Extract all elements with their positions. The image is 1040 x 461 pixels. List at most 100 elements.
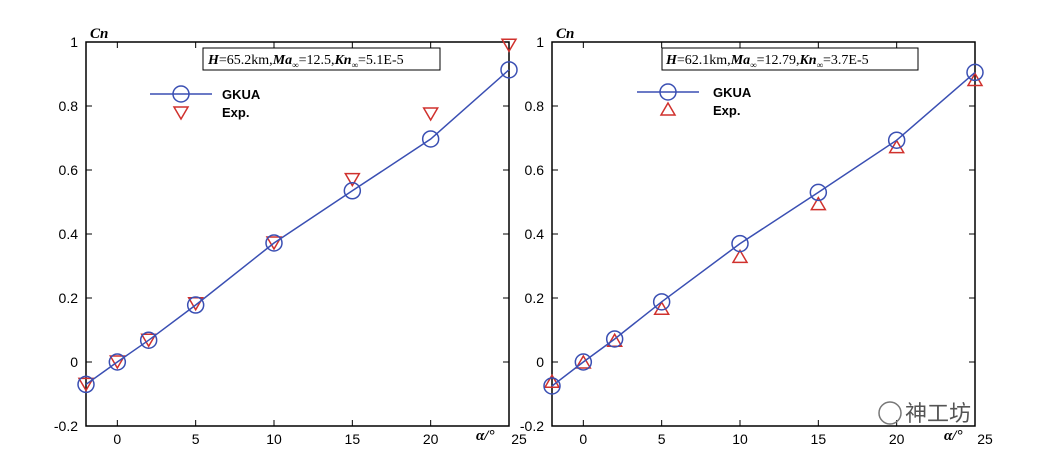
y-axis-right: -0.2 0 0.2 0.4 0.6 0.8 1 (520, 34, 975, 434)
legend-exp-label-right: Exp. (713, 103, 740, 118)
x-axis-title-right: α/° (944, 428, 962, 444)
x-tick-label: 25 (511, 431, 527, 447)
gkua-point (574, 353, 593, 371)
x-tick-label: 0 (579, 431, 587, 447)
y-tick-label: -0.2 (54, 418, 78, 434)
plot-frame-right (551, 41, 976, 427)
x-axis-right: 0 5 10 15 20 25 (579, 42, 993, 447)
annot-kn-label-right: Kn (798, 53, 816, 68)
x-axis-title-left: α/° (476, 428, 494, 444)
y-tick-label: 1 (70, 34, 78, 50)
gkua-point (809, 183, 828, 202)
exp-point (265, 236, 283, 251)
gkua-line (551, 71, 976, 387)
annot-h-label-left: H (207, 53, 220, 68)
y-tick-label: 1 (536, 34, 544, 50)
y-axis-title-left: Cn (90, 26, 108, 42)
legend-gkua-marker-right (659, 83, 677, 101)
legend-gkua-marker-left (172, 85, 190, 103)
y-tick-label: 0.8 (59, 98, 79, 114)
x-tick-label: 20 (889, 431, 905, 447)
plot-frame-left (85, 41, 510, 427)
annot-ma-sub-left: ∞ (292, 60, 298, 70)
annot-ma-label-left: Ma (272, 53, 292, 68)
gkua-point (605, 330, 624, 348)
legend-exp-marker-left (172, 106, 190, 121)
y-axis-left: -0.2 0 0.2 0.4 0.6 0.8 1 (54, 34, 509, 434)
x-axis-left: 0 5 10 15 20 25 (113, 42, 527, 447)
x-tick-label: 25 (977, 431, 993, 447)
gkua-point (731, 234, 749, 253)
y-tick-label: 0 (70, 354, 78, 370)
annot-h-value-left: =65.2km, (219, 53, 273, 68)
x-tick-label: 5 (192, 431, 200, 447)
chart-left: -0.2 0 0.2 0.4 0.6 0.8 1 0 5 10 15 20 25 Cn α/° H=6… (54, 26, 527, 447)
annot-ma-value-right: =12.79, (757, 53, 800, 68)
y-tick-label: 0.2 (525, 290, 545, 306)
chart-right: -0.2 0 0.2 0.4 0.6 0.8 1 0 5 10 15 20 25 Cn α/° H=6… (520, 26, 993, 447)
x-tick-label: 0 (113, 431, 121, 447)
y-tick-label: -0.2 (520, 418, 544, 434)
annotation-box-left (202, 47, 441, 71)
watermark: 神工坊 (878, 401, 971, 427)
exp-point (77, 377, 95, 392)
y-axis-title-right: Cn (556, 26, 574, 42)
series-group-right (543, 63, 984, 395)
gkua-point (108, 353, 127, 371)
y-tick-label: 0.4 (525, 226, 545, 242)
x-tick-label: 15 (345, 431, 361, 447)
legend-gkua-label-right: GKUA (713, 85, 752, 100)
exp-point (344, 172, 361, 188)
x-tick-label: 15 (811, 431, 827, 447)
gkua-point (966, 63, 984, 82)
annot-kn-label-left: Kn (333, 53, 351, 68)
exp-point (575, 354, 592, 369)
x-tick-label: 10 (266, 431, 282, 447)
annot-ma-label-right: Ma (730, 53, 750, 68)
legend-left: GKUA Exp. (150, 85, 261, 121)
x-tick-label: 5 (658, 431, 666, 447)
x-tick-label: 20 (423, 431, 439, 447)
watermark-text: 神工坊 (905, 402, 971, 427)
annot-kn-sub-left: ∞ (352, 60, 358, 70)
annotation-left: H=65.2km,Ma∞=12.5,Kn∞=5.1E-5 (207, 53, 404, 70)
annotation-right: H=62.1km,Ma∞=12.79,Kn∞=3.7E-5 (665, 53, 869, 70)
exp-point (500, 38, 518, 53)
exp-point (140, 333, 157, 348)
annotation-box-right (661, 47, 919, 71)
y-tick-label: 0.6 (525, 162, 545, 178)
annot-ma-value-left: =12.5, (299, 53, 335, 68)
annot-kn-value-right: =3.7E-5 (823, 53, 869, 68)
annot-kn-value-left: =5.1E-5 (358, 53, 404, 68)
gkua-point (139, 331, 158, 349)
gkua-point (343, 182, 362, 200)
gkua-point (77, 375, 95, 394)
gkua-point (543, 377, 561, 395)
gkua-point (265, 234, 283, 252)
gkua-point (186, 296, 205, 314)
annot-h-label-right: H (665, 53, 678, 68)
x-tick-label: 10 (732, 431, 748, 447)
annot-h-value-right: =62.1km, (677, 53, 731, 68)
gkua-point (887, 131, 906, 149)
y-tick-label: 0.2 (59, 290, 79, 306)
annot-kn-sub-right: ∞ (817, 60, 823, 70)
gkua-point (421, 130, 440, 148)
y-tick-label: 0.8 (525, 98, 545, 114)
series-group-left (77, 38, 518, 394)
gkua-point (500, 61, 518, 79)
exp-point (731, 248, 749, 264)
annot-ma-sub-right: ∞ (750, 60, 756, 70)
legend-right: GKUA Exp. (637, 83, 752, 118)
legend-exp-label-left: Exp. (222, 105, 249, 120)
y-tick-label: 0.4 (59, 226, 79, 242)
y-tick-label: 0 (536, 354, 544, 370)
legend-exp-marker-right (659, 101, 677, 116)
exp-point (810, 196, 827, 211)
gkua-point (652, 293, 671, 311)
y-tick-label: 0.6 (59, 162, 79, 178)
exp-point (543, 373, 561, 388)
exp-point (109, 355, 126, 370)
exp-point (422, 107, 439, 122)
